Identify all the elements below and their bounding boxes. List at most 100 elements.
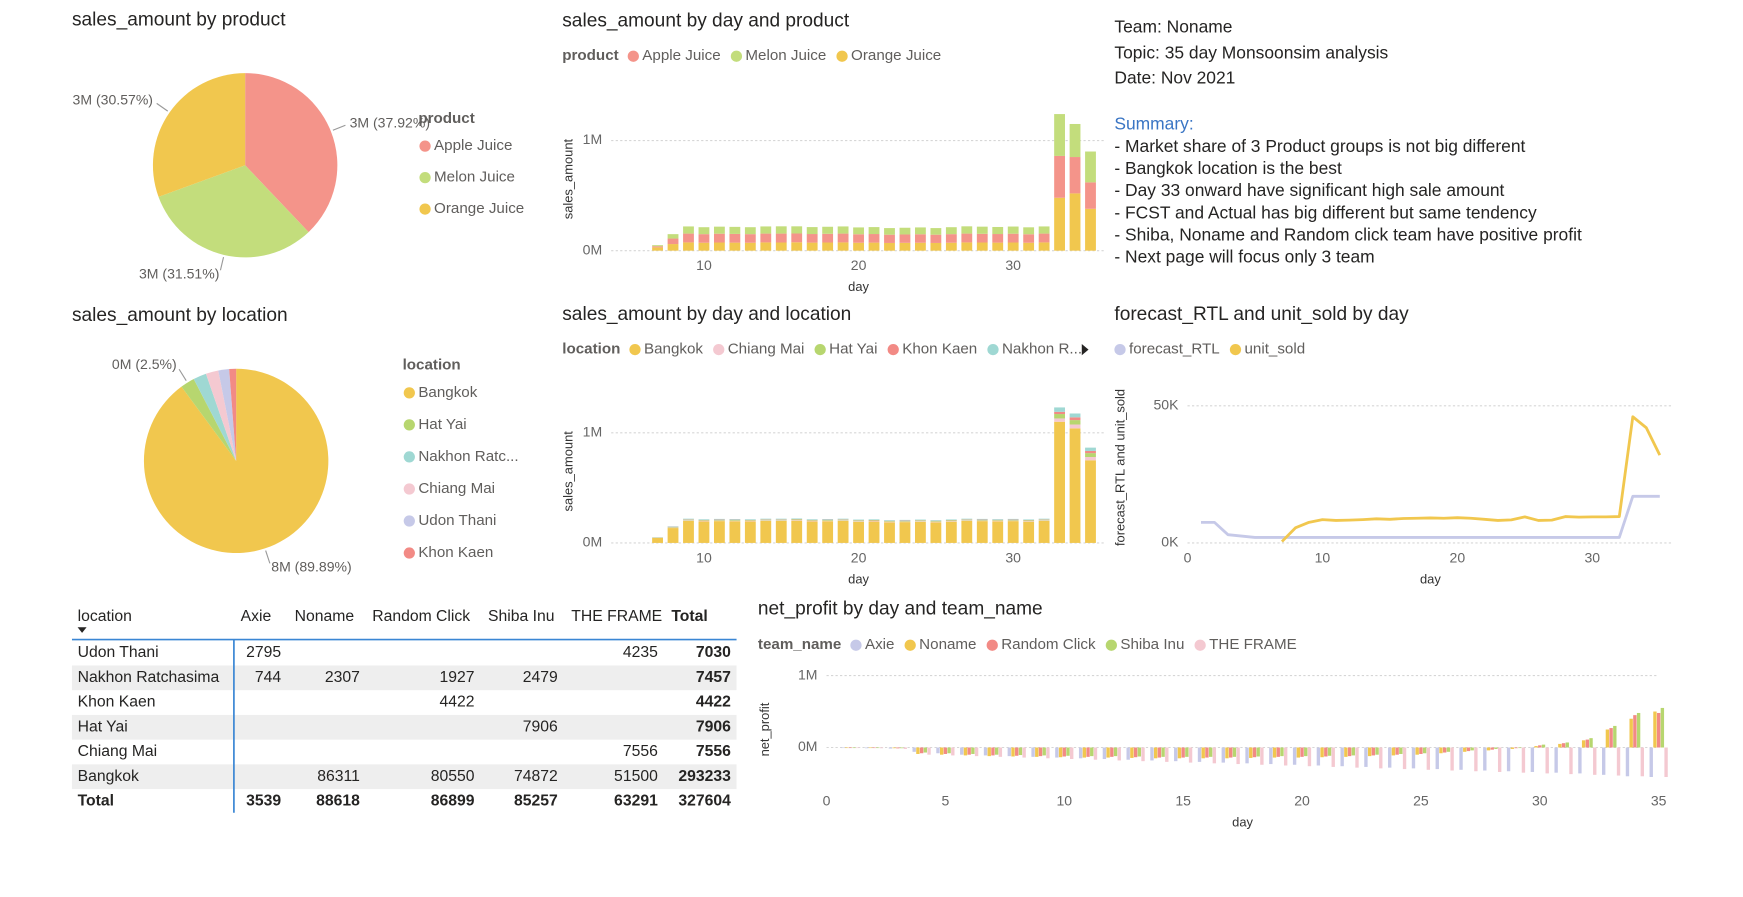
bar-segment[interactable] [1038,519,1050,521]
bar-segment[interactable] [775,233,787,243]
bar-segment[interactable] [1007,242,1019,251]
bar-segment[interactable] [1023,521,1035,543]
legend-swatch[interactable] [836,50,848,62]
bar-segment[interactable] [992,519,1004,520]
bar[interactable] [1126,747,1130,760]
bar[interactable] [923,747,928,753]
bar-segment[interactable] [899,242,911,251]
legend-label[interactable]: forecast_RTL [1129,341,1220,358]
bar-segment[interactable] [806,242,818,251]
bar[interactable] [991,747,995,756]
bar[interactable] [983,747,988,756]
bar-segment[interactable] [930,234,942,243]
legend-label[interactable]: Chiang Mai [418,480,495,497]
pie-slice[interactable] [205,370,237,461]
bar[interactable] [1181,747,1185,758]
pie-slice[interactable] [193,373,237,461]
bar[interactable] [1653,711,1657,748]
bar[interactable] [1565,742,1569,748]
bar[interactable] [1015,747,1019,756]
bar[interactable] [1208,747,1213,757]
bar-segment[interactable] [822,520,834,522]
bar[interactable] [1283,747,1288,766]
bar[interactable] [1439,747,1443,754]
legend-swatch[interactable] [403,515,415,527]
bar-segment[interactable] [1007,520,1019,522]
bar[interactable] [1177,747,1182,759]
legend-swatch[interactable] [1194,639,1206,651]
bar-segment[interactable] [822,242,834,251]
bar-segment[interactable] [729,233,741,243]
bar[interactable] [947,747,951,754]
bar-segment[interactable] [976,233,988,243]
bar-segment[interactable] [976,520,988,522]
legend-swatch[interactable] [629,343,641,356]
bar-segment[interactable] [1085,450,1096,454]
bar[interactable] [1090,747,1094,757]
bar[interactable] [1375,747,1379,755]
bar[interactable] [1459,747,1463,770]
bar-segment[interactable] [915,234,926,243]
bar[interactable] [1609,728,1613,748]
bar-segment[interactable] [1007,518,1019,520]
bar-segment[interactable] [806,521,818,543]
bar[interactable] [876,747,880,749]
bar[interactable] [1157,747,1162,758]
bar-segment[interactable] [1023,227,1035,235]
bar[interactable] [1197,747,1202,762]
bar[interactable] [1545,747,1549,774]
bar[interactable] [1212,747,1217,764]
bar[interactable] [1082,747,1087,758]
bar[interactable] [1236,747,1240,765]
bar[interactable] [1331,747,1335,767]
bar-segment[interactable] [791,520,803,521]
bar[interactable] [1379,747,1383,769]
bar[interactable] [1589,738,1593,748]
bar-segment[interactable] [1023,242,1035,251]
bar[interactable] [916,747,920,754]
bar[interactable] [1221,747,1225,763]
bar[interactable] [1633,715,1637,748]
bar-segment[interactable] [1023,520,1035,522]
bar[interactable] [1649,747,1653,777]
bar-segment[interactable] [775,519,787,521]
legend-swatch[interactable] [850,639,862,651]
bar-segment[interactable] [899,522,911,543]
bar[interactable] [892,747,896,749]
bar-segment[interactable] [760,519,772,521]
bar-segment[interactable] [698,520,710,521]
legend-swatch[interactable] [987,343,999,356]
bar-segment[interactable] [1054,197,1065,251]
bar-segment[interactable] [837,518,849,520]
bar[interactable] [951,747,955,756]
bar-segment[interactable] [822,520,834,521]
bar-segment[interactable] [729,519,741,520]
table-header[interactable]: Axie [241,608,272,625]
bar-segment[interactable] [713,242,725,251]
bar[interactable] [1534,746,1538,748]
bar-segment[interactable] [652,537,663,543]
bar[interactable] [1070,747,1074,760]
bar-segment[interactable] [976,519,988,521]
bar[interactable] [1245,747,1249,764]
bar[interactable] [1402,747,1407,770]
bar-segment[interactable] [744,521,756,543]
bar-segment[interactable] [853,521,864,522]
bar-segment[interactable] [1054,414,1065,419]
bar[interactable] [1629,718,1633,748]
bar-segment[interactable] [729,242,741,251]
bar-segment[interactable] [1054,114,1065,156]
bar[interactable] [1086,747,1090,757]
legend-swatch[interactable] [419,171,431,184]
bar[interactable] [856,747,860,749]
bar-segment[interactable] [930,228,942,235]
bar-segment[interactable] [915,227,926,235]
bar-segment[interactable] [837,242,849,251]
bar[interactable] [1201,747,1205,759]
bar[interactable] [1256,747,1260,757]
legend-label[interactable]: Khon Kaen [418,544,493,561]
bar-segment[interactable] [1069,417,1081,421]
bar[interactable] [994,747,999,755]
bar-segment[interactable] [884,521,895,523]
bar-segment[interactable] [713,519,725,521]
